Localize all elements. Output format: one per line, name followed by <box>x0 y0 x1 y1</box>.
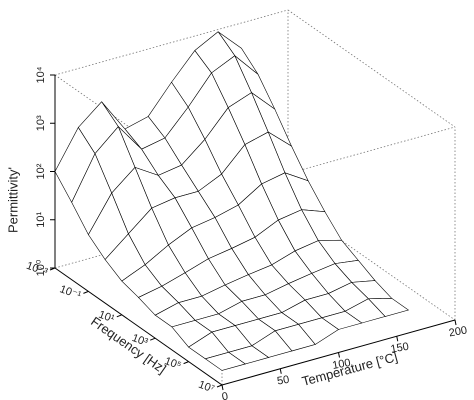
y-tick <box>83 290 89 294</box>
surface-cell <box>204 351 246 371</box>
x-tick <box>221 384 224 391</box>
x-tick <box>279 368 282 374</box>
z-tick-label: 10³ <box>35 115 47 131</box>
x-tick-label: 200 <box>448 324 468 339</box>
y-tick <box>150 337 156 341</box>
y-tick <box>116 314 122 318</box>
y-tick-label: 10³ <box>130 332 149 349</box>
x-tick <box>338 352 340 358</box>
x-tick-label: 150 <box>390 341 410 356</box>
y-axis-title: Frequency [Hz] <box>88 314 169 377</box>
z-tick-label: 10¹ <box>35 211 47 227</box>
y-tick <box>216 384 223 388</box>
z-axis-title: Permittivity' <box>5 167 20 233</box>
z-tick-label: 10⁴ <box>35 66 47 83</box>
y-tick <box>49 267 56 271</box>
y-tick-label: 10⁻¹ <box>58 283 83 302</box>
y-tick-label: 10⁵ <box>163 355 183 372</box>
y-tick-label: 10⁷ <box>197 379 216 396</box>
y-tick-label: 10¹ <box>97 309 116 326</box>
y-tick <box>183 361 189 365</box>
x-axis-title: Temperature [°C] <box>300 349 399 389</box>
x-tick-label: 100 <box>331 357 351 372</box>
x-tick-label: 50 <box>276 374 290 388</box>
x-tick <box>454 319 457 326</box>
z-tick-label: 10⁰ <box>35 259 47 276</box>
x-tick-label: 0 <box>221 390 229 400</box>
box-edge <box>287 202 456 321</box>
y-axis <box>54 267 223 386</box>
box-edge <box>54 9 289 76</box>
box-edge <box>287 9 456 128</box>
z-tick-label: 10² <box>35 163 47 179</box>
x-tick <box>396 336 399 342</box>
